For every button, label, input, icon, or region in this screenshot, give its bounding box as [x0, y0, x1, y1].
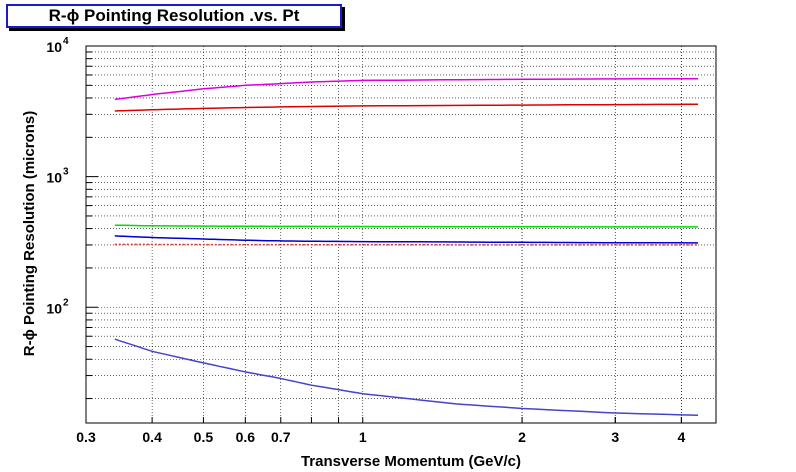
- series-line-2: [114, 103, 698, 112]
- plot-frame: [85, 45, 717, 424]
- series-line-6: [114, 338, 699, 417]
- x-tick-label: 0.5: [194, 429, 214, 445]
- x-tick-label: 1: [359, 429, 367, 445]
- x-tick-label: 0.4: [142, 429, 162, 445]
- x-tick-label: 0.7: [271, 429, 291, 445]
- x-tick-label: 0.6: [236, 429, 256, 445]
- series-group: [114, 77, 699, 417]
- x-tick-label: 4: [677, 429, 685, 445]
- grid: [85, 45, 716, 423]
- y-tick-exponent: 3: [63, 167, 69, 178]
- series-line-3: [114, 224, 698, 228]
- x-tick-label: 0.3: [76, 429, 96, 445]
- y-tick-label: 10: [46, 170, 62, 186]
- series-line-1: [114, 77, 698, 101]
- y-tick-exponent: 4: [63, 36, 69, 47]
- y-tick-label: 10: [46, 39, 62, 55]
- axis-ticks: [85, 45, 682, 423]
- series-line-5: [114, 243, 698, 246]
- y-tick-exponent: 2: [63, 297, 69, 308]
- y-tick-label: 10: [46, 300, 62, 316]
- series-line-4: [114, 235, 698, 244]
- x-tick-label: 3: [611, 429, 619, 445]
- chart-title: R-ϕ Pointing Resolution .vs. Pt: [6, 4, 342, 28]
- x-axis-label: Transverse Momentum (GeV/c): [301, 453, 521, 470]
- x-tick-label: 2: [518, 429, 526, 445]
- y-axis-label: R-ϕ Pointing Resolution (microns): [21, 111, 38, 356]
